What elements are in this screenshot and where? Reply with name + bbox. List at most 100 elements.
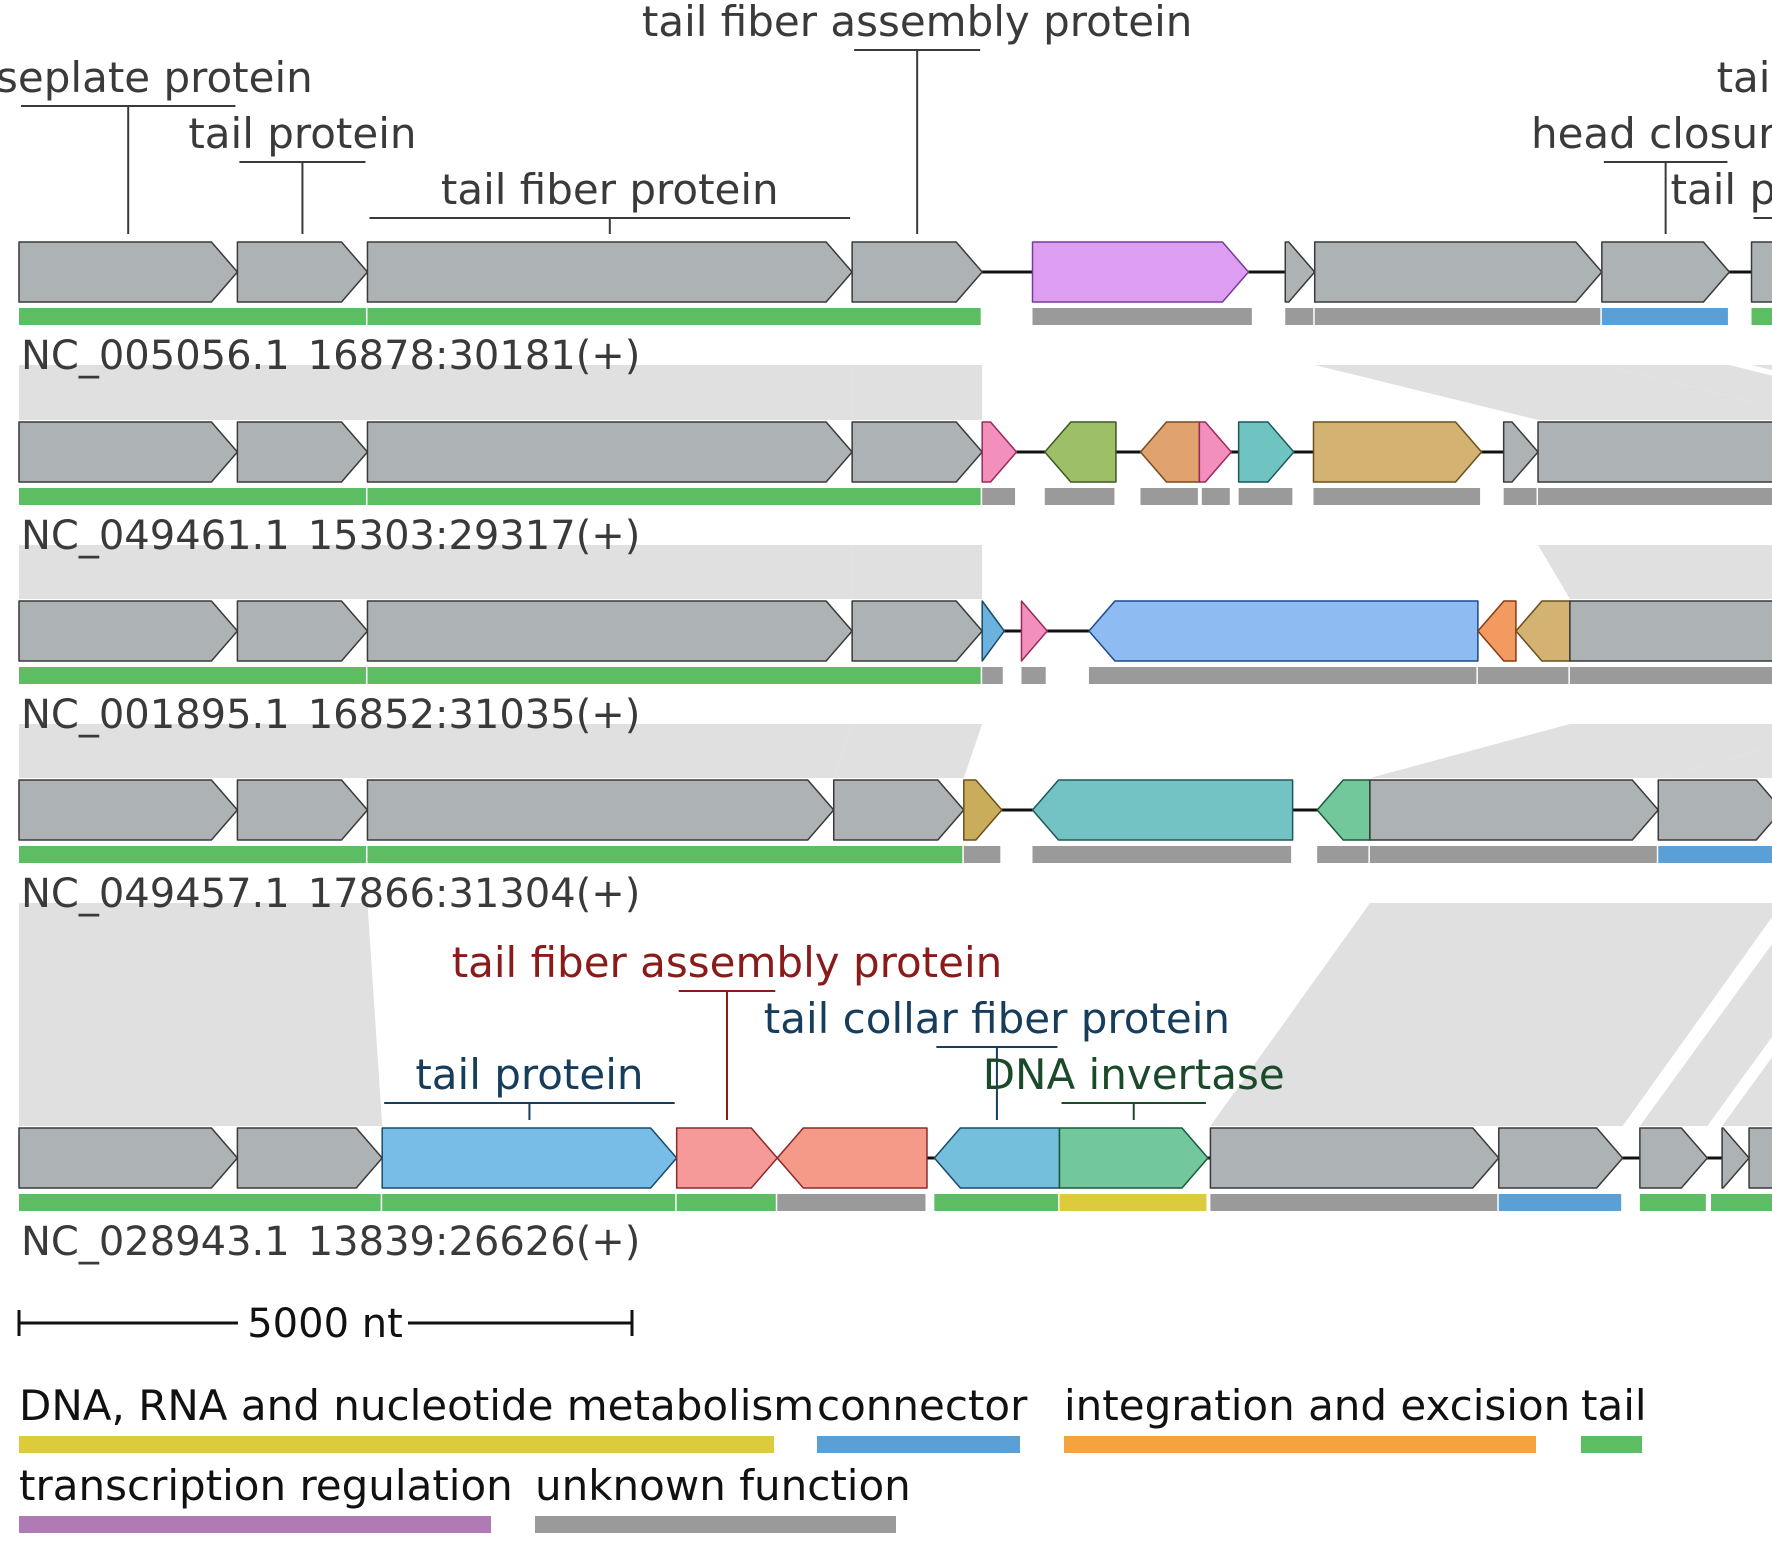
gene-arrow: [1313, 241, 1603, 303]
accession-id: NC_001895.1: [21, 692, 290, 738]
accession-range: 16852:31035(+): [308, 692, 641, 738]
gene-arrow: [1657, 779, 1772, 841]
similarity-link: [367, 365, 853, 420]
similarity-link: [1498, 903, 1772, 1126]
gene-arrow: [236, 241, 369, 303]
function-bars: [19, 308, 1772, 1211]
gene-arrow: [1088, 600, 1479, 662]
function-bar-tail: [934, 1194, 1058, 1211]
gene-arrow: [1031, 241, 1250, 303]
gene-arrow: [18, 421, 239, 483]
gene-arrow: [18, 241, 239, 303]
legend-label: transcription regulation: [19, 1461, 513, 1510]
gene-arrow: [1058, 1127, 1209, 1189]
function-bar-tail: [19, 1194, 381, 1211]
function-bar-unknown: [1317, 846, 1369, 863]
gene-arrow: [1601, 241, 1731, 303]
accession-range: 13839:26626(+): [308, 1219, 641, 1265]
gene-arrow: [1569, 600, 1772, 662]
track-accession-label: NC_049461.1 15303:29317(+): [21, 513, 640, 559]
gene-arrow: [1477, 600, 1517, 662]
similarity-link: [19, 903, 238, 1126]
function-bar-unknown: [1140, 488, 1198, 505]
gene-annotation-label: DNA invertase: [983, 1050, 1285, 1099]
function-bar-tail: [367, 308, 981, 325]
gene-annotation-label: tail fiber assembly protein: [452, 938, 1003, 987]
gene-arrow: [1198, 421, 1233, 483]
similarity-link: [237, 724, 368, 778]
gene-arrow: [1502, 421, 1539, 483]
similarity-link: [852, 365, 983, 420]
gene-annotation-label: tail fiber protein: [441, 165, 779, 214]
legend-swatch-tail: [1581, 1436, 1642, 1453]
gene-arrow: [981, 421, 1018, 483]
legend: DNA, RNA and nucleotide metabolism connec…: [19, 1381, 1647, 1533]
similarity-link: [833, 724, 983, 778]
legend-swatch-connector: [817, 1436, 1020, 1453]
scale-bar-label: 5000 nt: [247, 1301, 403, 1347]
function-bar-connector: [1498, 1194, 1622, 1211]
accession-range: 17866:31304(+): [308, 871, 641, 917]
gene-arrow: [1498, 1127, 1624, 1189]
gene-arrow: [981, 600, 1006, 662]
similarity-link: [1601, 365, 1772, 407]
accession-id: NC_049461.1: [21, 513, 290, 559]
gene-arrow: [776, 1127, 928, 1189]
function-bar-unknown: [1313, 488, 1481, 505]
gene-arrow: [1369, 779, 1660, 841]
gene-arrow: [1139, 421, 1201, 483]
track-accession-label: NC_049457.1 17866:31304(+): [21, 871, 640, 917]
legend-label: unknown function: [535, 1461, 911, 1510]
gene-annotation-label: tail fiber assembly protein: [642, 0, 1193, 46]
gene-annotation-label: tail protein: [415, 1050, 643, 1099]
track-accession-label: NC_028943.1 13839:26626(+): [21, 1219, 640, 1265]
gene-arrow: [18, 779, 239, 841]
function-bar-unknown: [1285, 308, 1314, 325]
similarity-link: [1210, 903, 1659, 1126]
gene-arrow: [1750, 241, 1772, 303]
similarity-link: [1751, 365, 1772, 371]
gene-arrow: [1748, 1127, 1772, 1189]
gene-arrow: [366, 600, 853, 662]
gene-annotations: tail fiber assembly protein baseplate pro…: [0, 0, 1772, 1120]
legend-swatch-integration: [1064, 1436, 1536, 1453]
gene-arrow: [1537, 421, 1772, 483]
function-bar-unknown: [1032, 308, 1252, 325]
gene-annotation-label: tail collar fiber protein: [764, 994, 1230, 1043]
similarity-links: [19, 365, 1772, 1126]
function-bar-unknown: [777, 1194, 926, 1211]
gene-arrow: [1044, 421, 1117, 483]
similarity-link: [237, 903, 383, 1126]
similarity-link: [19, 365, 238, 420]
similarity-link: [1658, 747, 1772, 778]
gene-arrow: [1312, 421, 1483, 483]
similarity-link: [1749, 1094, 1772, 1126]
gene-arrow: [18, 1127, 239, 1189]
accession-id: NC_049457.1: [21, 871, 290, 917]
similarity-link: [237, 545, 368, 599]
gene-arrow: [851, 421, 983, 483]
similarity-link: [19, 545, 238, 599]
gene-arrow: [1721, 1127, 1750, 1189]
genes: [18, 241, 1772, 1189]
gene-arrow: [18, 600, 239, 662]
similarity-link: [1369, 724, 1772, 778]
function-bar-tail: [1639, 1194, 1706, 1211]
gene-annotation-label: tail protein: [1671, 165, 1772, 214]
function-bar-unknown: [1088, 667, 1477, 684]
gene-arrow: [1515, 600, 1571, 662]
function-bar-unknown: [1021, 667, 1046, 684]
accession-range: 16878:30181(+): [308, 333, 641, 379]
similarity-link: [1538, 545, 1772, 599]
gene-arrow: [1316, 779, 1371, 841]
function-bar-tail: [676, 1194, 776, 1211]
function-bar-unknown: [1538, 488, 1772, 505]
function-bar-tail: [1711, 1194, 1772, 1211]
gene-annotation-label: tail protein: [1717, 53, 1772, 102]
gene-arrow: [1639, 1127, 1709, 1189]
gene-annotation-label: baseplate protein: [0, 53, 313, 102]
function-bar-unknown: [982, 488, 1016, 505]
accession-id: NC_005056.1: [21, 333, 290, 379]
function-bar-unknown: [1210, 1194, 1498, 1211]
